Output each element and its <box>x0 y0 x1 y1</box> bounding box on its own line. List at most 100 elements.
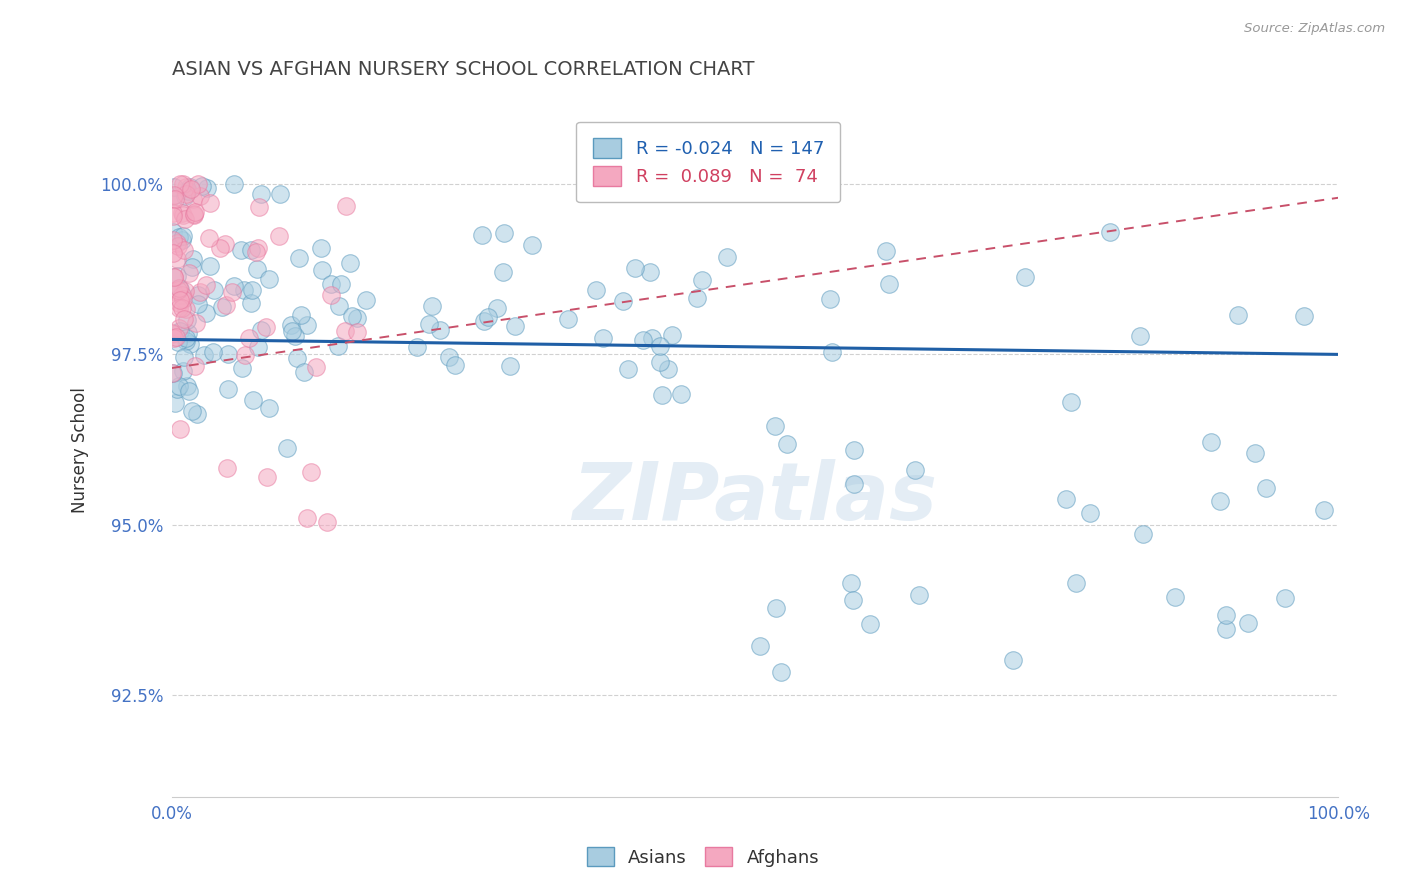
Point <box>247 200 270 214</box>
Point <box>174 302 197 317</box>
Point <box>1244 446 1267 460</box>
Point <box>186 408 208 422</box>
Point <box>172 293 194 307</box>
Point <box>612 293 634 308</box>
Point <box>818 292 841 306</box>
Point <box>315 516 337 530</box>
Point <box>859 616 882 631</box>
Point <box>179 179 201 194</box>
Point <box>284 328 307 343</box>
Point <box>503 318 526 333</box>
Point <box>326 339 349 353</box>
Point <box>181 404 204 418</box>
Point <box>177 384 200 398</box>
Point <box>1054 491 1077 506</box>
Point <box>166 334 188 349</box>
Point <box>669 387 692 401</box>
Point <box>842 592 865 607</box>
Point <box>176 313 198 327</box>
Point <box>202 283 225 297</box>
Point <box>875 244 897 259</box>
Point <box>169 324 191 338</box>
Point <box>842 442 865 457</box>
Point <box>163 192 186 206</box>
Point <box>319 288 342 302</box>
Point <box>650 339 672 353</box>
Point <box>184 359 207 373</box>
Point <box>1294 309 1316 323</box>
Point <box>280 324 302 338</box>
Point <box>651 388 673 402</box>
Point <box>444 358 467 372</box>
Point <box>169 282 191 296</box>
Point <box>179 337 201 351</box>
Point <box>172 233 194 247</box>
Point <box>162 326 184 340</box>
Point <box>163 331 186 345</box>
Point <box>1227 309 1250 323</box>
Point <box>330 277 353 291</box>
Point <box>173 350 195 364</box>
Point <box>839 576 862 591</box>
Point <box>908 588 931 602</box>
Point <box>187 177 209 191</box>
Point <box>176 379 198 393</box>
Point <box>494 226 516 240</box>
Point <box>661 327 683 342</box>
Point <box>167 283 190 297</box>
Point <box>172 364 194 378</box>
Point <box>211 301 233 315</box>
Point <box>623 261 645 276</box>
Point <box>245 245 267 260</box>
Point <box>174 180 197 194</box>
Point <box>592 331 614 345</box>
Point <box>299 465 322 479</box>
Point <box>194 306 217 320</box>
Point <box>172 229 194 244</box>
Point <box>254 319 277 334</box>
Legend: Asians, Afghans: Asians, Afghans <box>579 840 827 874</box>
Point <box>557 312 579 326</box>
Point <box>180 181 202 195</box>
Point <box>163 187 186 202</box>
Point <box>276 441 298 455</box>
Point <box>239 243 262 257</box>
Point <box>198 259 221 273</box>
Point <box>162 180 184 194</box>
Point <box>173 243 195 257</box>
Point <box>177 184 200 198</box>
Point <box>240 283 263 297</box>
Point <box>294 365 316 379</box>
Point <box>309 241 332 255</box>
Point <box>169 422 191 436</box>
Point <box>335 199 357 213</box>
Point <box>176 186 198 201</box>
Point <box>240 296 263 310</box>
Point <box>1237 616 1260 631</box>
Point <box>172 206 194 220</box>
Point <box>1098 226 1121 240</box>
Point <box>297 511 319 525</box>
Point <box>285 351 308 365</box>
Point <box>879 277 901 291</box>
Point <box>166 382 188 396</box>
Point <box>215 298 238 312</box>
Point <box>188 189 211 203</box>
Point <box>633 333 655 347</box>
Point <box>167 379 190 393</box>
Point <box>765 600 787 615</box>
Point <box>249 187 271 202</box>
Point <box>181 192 204 206</box>
Point <box>520 237 543 252</box>
Point <box>290 308 312 322</box>
Point <box>195 278 218 293</box>
Point <box>163 269 186 284</box>
Point <box>257 401 280 415</box>
Point <box>256 470 278 484</box>
Point <box>716 251 738 265</box>
Point <box>763 419 786 434</box>
Point <box>246 241 269 255</box>
Point <box>776 437 799 451</box>
Point <box>193 348 215 362</box>
Point <box>1014 269 1036 284</box>
